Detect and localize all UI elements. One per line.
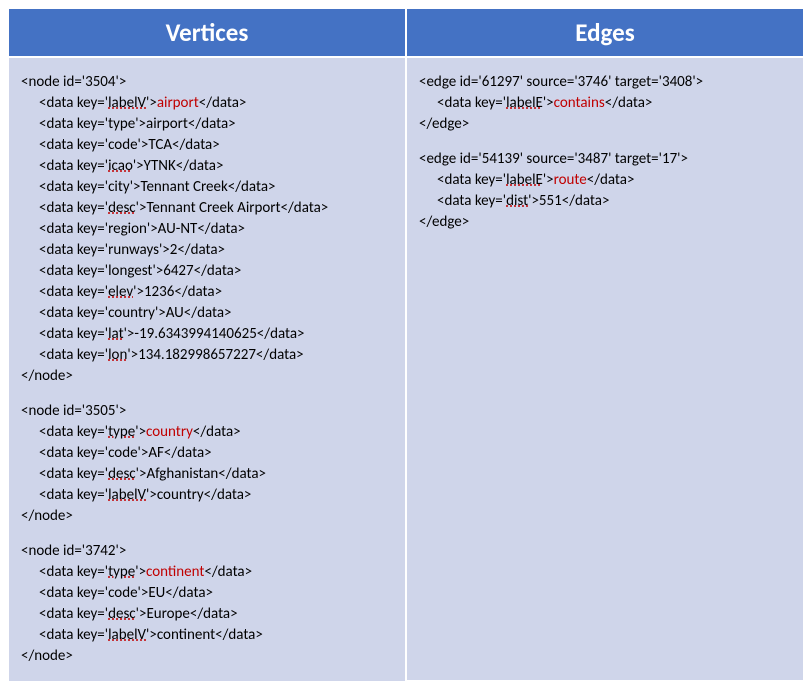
data-row: <data key='code'>TCA</data> xyxy=(21,135,393,156)
close-tag: </edge> xyxy=(419,114,791,135)
vertices-body: <node id='3504'><data key='labelV'>airpo… xyxy=(9,58,405,681)
data-row: <data key='labelE'>contains</data> xyxy=(419,93,791,114)
data-row: <data key='runways'>2</data> xyxy=(21,240,393,261)
data-row: <data key='labelV'>continent</data> xyxy=(21,625,393,646)
vertex-block: <node id='3505'><data key='type'>country… xyxy=(21,401,393,527)
vertices-header: Vertices xyxy=(9,9,405,58)
open-tag: <node id='3742'> xyxy=(21,541,393,562)
data-row: <data key='lat'>-19.6343994140625</data> xyxy=(21,324,393,345)
edges-body: <edge id='61297' source='3746' target='3… xyxy=(407,58,803,680)
data-row: <data key='desc'>Europe</data> xyxy=(21,604,393,625)
vertices-column: Vertices <node id='3504'><data key='labe… xyxy=(9,9,407,680)
data-table: Vertices <node id='3504'><data key='labe… xyxy=(8,8,804,681)
data-row: <data key='type'>continent</data> xyxy=(21,562,393,583)
data-row: <data key='lon'>134.182998657227</data> xyxy=(21,345,393,366)
edges-header: Edges xyxy=(407,9,803,58)
data-row: <data key='type'>airport</data> xyxy=(21,114,393,135)
edge-block: <edge id='61297' source='3746' target='3… xyxy=(419,72,791,135)
data-row: <data key='region'>AU-NT</data> xyxy=(21,219,393,240)
data-row: <data key='city'>Tennant Creek</data> xyxy=(21,177,393,198)
data-row: <data key='type'>country</data> xyxy=(21,422,393,443)
open-tag: <node id='3504'> xyxy=(21,72,393,93)
vertex-block: <node id='3742'><data key='type'>contine… xyxy=(21,541,393,667)
vertex-block: <node id='3504'><data key='labelV'>airpo… xyxy=(21,72,393,387)
open-tag: <edge id='61297' source='3746' target='3… xyxy=(419,72,791,93)
close-tag: </node> xyxy=(21,506,393,527)
data-row: <data key='elev'>1236</data> xyxy=(21,282,393,303)
data-row: <data key='desc'>Afghanistan</data> xyxy=(21,464,393,485)
open-tag: <edge id='54139' source='3487' target='1… xyxy=(419,149,791,170)
data-row: <data key='longest'>6427</data> xyxy=(21,261,393,282)
data-row: <data key='labelE'>route</data> xyxy=(419,170,791,191)
data-row: <data key='icao'>YTNK</data> xyxy=(21,156,393,177)
edge-block: <edge id='54139' source='3487' target='1… xyxy=(419,149,791,233)
close-tag: </node> xyxy=(21,366,393,387)
open-tag: <node id='3505'> xyxy=(21,401,393,422)
close-tag: </edge> xyxy=(419,212,791,233)
close-tag: </node> xyxy=(21,646,393,667)
data-row: <data key='labelV'>country</data> xyxy=(21,485,393,506)
data-row: <data key='country'>AU</data> xyxy=(21,303,393,324)
data-row: <data key='code'>EU</data> xyxy=(21,583,393,604)
edges-column: Edges <edge id='61297' source='3746' tar… xyxy=(407,9,803,680)
data-row: <data key='code'>AF</data> xyxy=(21,443,393,464)
data-row: <data key='labelV'>airport</data> xyxy=(21,93,393,114)
data-row: <data key='desc'>Tennant Creek Airport</… xyxy=(21,198,393,219)
data-row: <data key='dist'>551</data> xyxy=(419,191,791,212)
